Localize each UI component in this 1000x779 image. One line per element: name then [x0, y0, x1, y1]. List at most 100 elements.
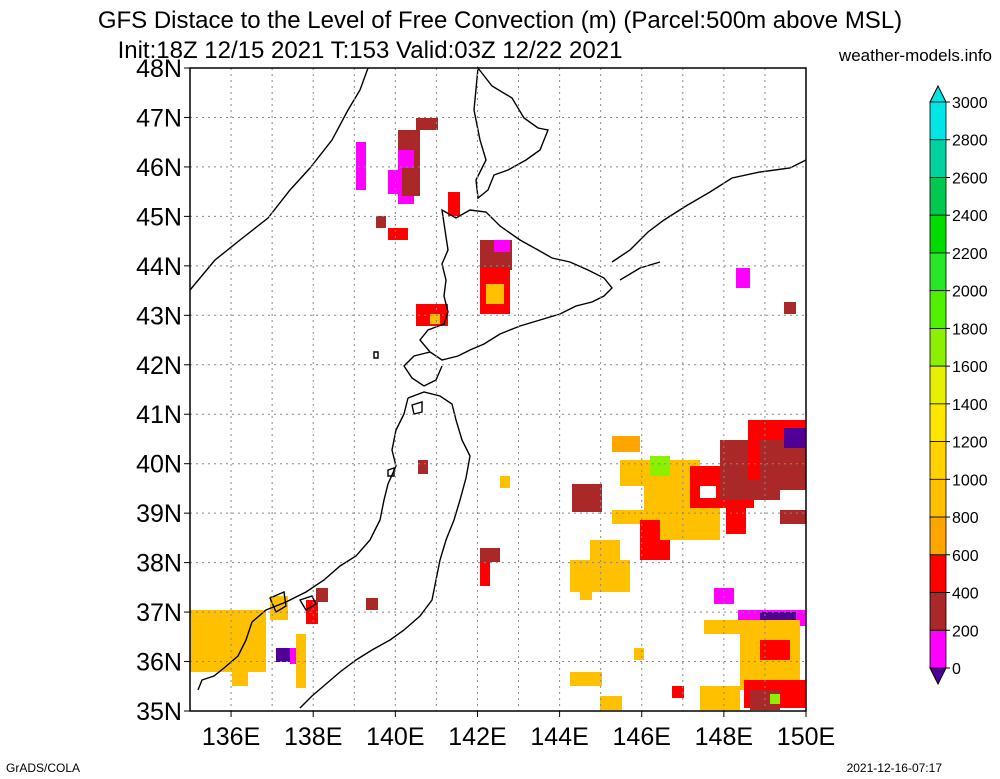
- convection-patch: [760, 440, 806, 490]
- convection-patch: [196, 622, 220, 636]
- convection-patch: [634, 648, 644, 660]
- convection-patch: [232, 646, 248, 686]
- colorbar-swatch: [929, 101, 947, 141]
- lat-label: 44N: [136, 253, 182, 281]
- lat-label: 46N: [136, 154, 182, 182]
- colorbar-swatch: [929, 441, 947, 480]
- colorbar-swatch: [929, 629, 947, 669]
- convection-patch: [500, 476, 510, 488]
- map-title: GFS Distace to the Level of Free Convect…: [97, 7, 903, 34]
- map-subtitle: Init:18Z 12/15 2021 T:153 Valid:03Z 12/2…: [117, 37, 623, 64]
- lat-label: 41N: [136, 401, 182, 429]
- colorbar-label: 2800: [952, 133, 988, 150]
- longitude-labels: 136E 138E 140E 142E 144E 146E 148E 150E: [202, 711, 835, 751]
- lat-label: 47N: [136, 104, 182, 132]
- colorbar-label: 1800: [952, 321, 988, 338]
- convection-patch: [770, 694, 780, 704]
- colorbar-swatch: [929, 554, 947, 593]
- colorbar-label: 600: [952, 548, 979, 565]
- convection-patch: [416, 118, 438, 130]
- colorbar-label: 2600: [952, 170, 988, 187]
- lat-label: 35N: [136, 698, 182, 726]
- colorbar-swatch: [929, 252, 947, 292]
- lat-label: 43N: [136, 302, 182, 330]
- convection-patch: [296, 634, 306, 688]
- convection-patch: [736, 268, 750, 288]
- clear-area: [596, 512, 612, 522]
- lon-label: 142E: [448, 723, 506, 751]
- lat-label: 40N: [136, 451, 182, 479]
- convection-patch: [650, 456, 670, 476]
- convection-patch: [356, 142, 366, 190]
- latitude-labels: 48N 47N 46N 45N 44N 43N 42N 41N 40N 39N 38N 37N 36N 3…: [136, 55, 190, 726]
- lat-lon-gridlines: [190, 68, 806, 711]
- convection-patch: [480, 562, 490, 586]
- colorbar-swatch: [929, 327, 947, 367]
- lon-label: 140E: [366, 723, 424, 751]
- colorbar-swatch: [929, 516, 947, 556]
- convection-patch: [418, 460, 428, 474]
- convection-patch: [486, 284, 504, 304]
- colorbar-label: 800: [952, 510, 979, 527]
- colorbar-label: 1600: [952, 359, 988, 376]
- colorbar-swatch: [929, 478, 947, 518]
- colorbar-swatch: [929, 592, 947, 631]
- convection-patch: [570, 672, 602, 686]
- convection-patch: [760, 612, 796, 622]
- colorbar-label: 0: [952, 661, 961, 678]
- convection-patch: [612, 436, 640, 452]
- lat-label: 37N: [136, 599, 182, 627]
- colorbar-swatch: [929, 139, 947, 178]
- convection-patch: [480, 548, 500, 562]
- colorbar-label: 1000: [952, 472, 988, 489]
- software-credit: GrADS/COLA: [6, 761, 81, 775]
- convection-patch: [270, 596, 288, 620]
- convection-patch: [672, 686, 684, 698]
- lat-label: 39N: [136, 500, 182, 528]
- convection-patch: [388, 228, 408, 240]
- map-frame: [189, 67, 807, 712]
- convection-patch: [402, 168, 420, 196]
- convection-patch: [448, 192, 460, 216]
- site-credit: weather-models.info: [838, 46, 992, 65]
- convection-patch: [376, 216, 386, 228]
- lon-label: 150E: [777, 723, 835, 751]
- colorbar-label: 2000: [952, 284, 988, 301]
- generation-timestamp: 2021-12-16-07:17: [846, 761, 942, 775]
- lat-label: 48N: [136, 55, 182, 83]
- lon-label: 144E: [530, 723, 588, 751]
- lat-label: 36N: [136, 649, 182, 677]
- convection-patch: [316, 588, 328, 602]
- colorbar-swatch: [929, 365, 947, 405]
- convection-patch: [760, 640, 790, 660]
- convection-patch: [780, 510, 806, 524]
- lat-label: 38N: [136, 550, 182, 578]
- convection-patch: [366, 598, 378, 610]
- convection-patch: [700, 686, 740, 710]
- colorbar-swatch: [929, 214, 947, 254]
- colorbar-label: 2200: [952, 246, 988, 263]
- colorbar-label: 1400: [952, 397, 988, 414]
- convection-patch: [572, 484, 602, 512]
- clear-area: [700, 486, 716, 498]
- lon-label: 138E: [284, 723, 342, 751]
- colorbar-bottom-arrow: [929, 667, 947, 686]
- colorbar-swatch: [929, 177, 947, 216]
- lon-label: 136E: [202, 723, 260, 751]
- convection-patch: [494, 240, 510, 252]
- convection-patch: [580, 588, 592, 600]
- lon-label: 146E: [613, 723, 671, 751]
- convection-patch: [784, 428, 806, 448]
- colorbar-label: 200: [952, 623, 979, 640]
- colorbar-top-arrow: [929, 84, 947, 103]
- clear-area: [610, 486, 644, 510]
- convection-patch: [726, 504, 746, 534]
- convection-patch: [430, 314, 440, 324]
- convection-patch: [570, 560, 630, 592]
- color-scale-bar: 3000280026002400220020001800160014001200…: [929, 84, 988, 686]
- lat-label: 45N: [136, 203, 182, 231]
- convection-patch: [590, 540, 620, 564]
- colorbar-label: 3000: [952, 95, 988, 112]
- lat-label: 42N: [136, 352, 182, 380]
